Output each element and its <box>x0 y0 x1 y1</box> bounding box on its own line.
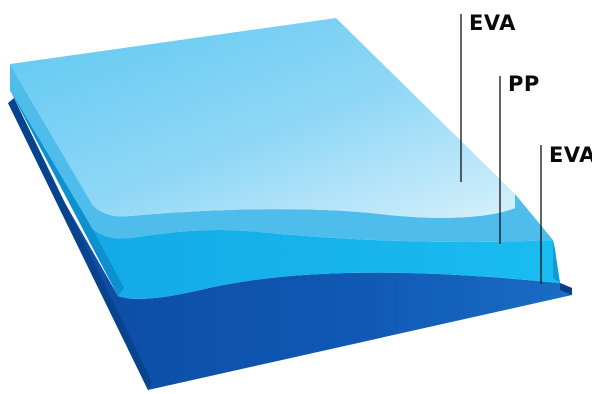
middle-pp-layer <box>10 86 560 299</box>
label-top-eva: EVA <box>469 11 516 35</box>
bottom-eva-layer <box>8 98 572 390</box>
label-pp: PP <box>508 72 540 96</box>
label-bottom-eva: EVA <box>549 143 592 167</box>
top-eva-layer <box>10 18 553 243</box>
